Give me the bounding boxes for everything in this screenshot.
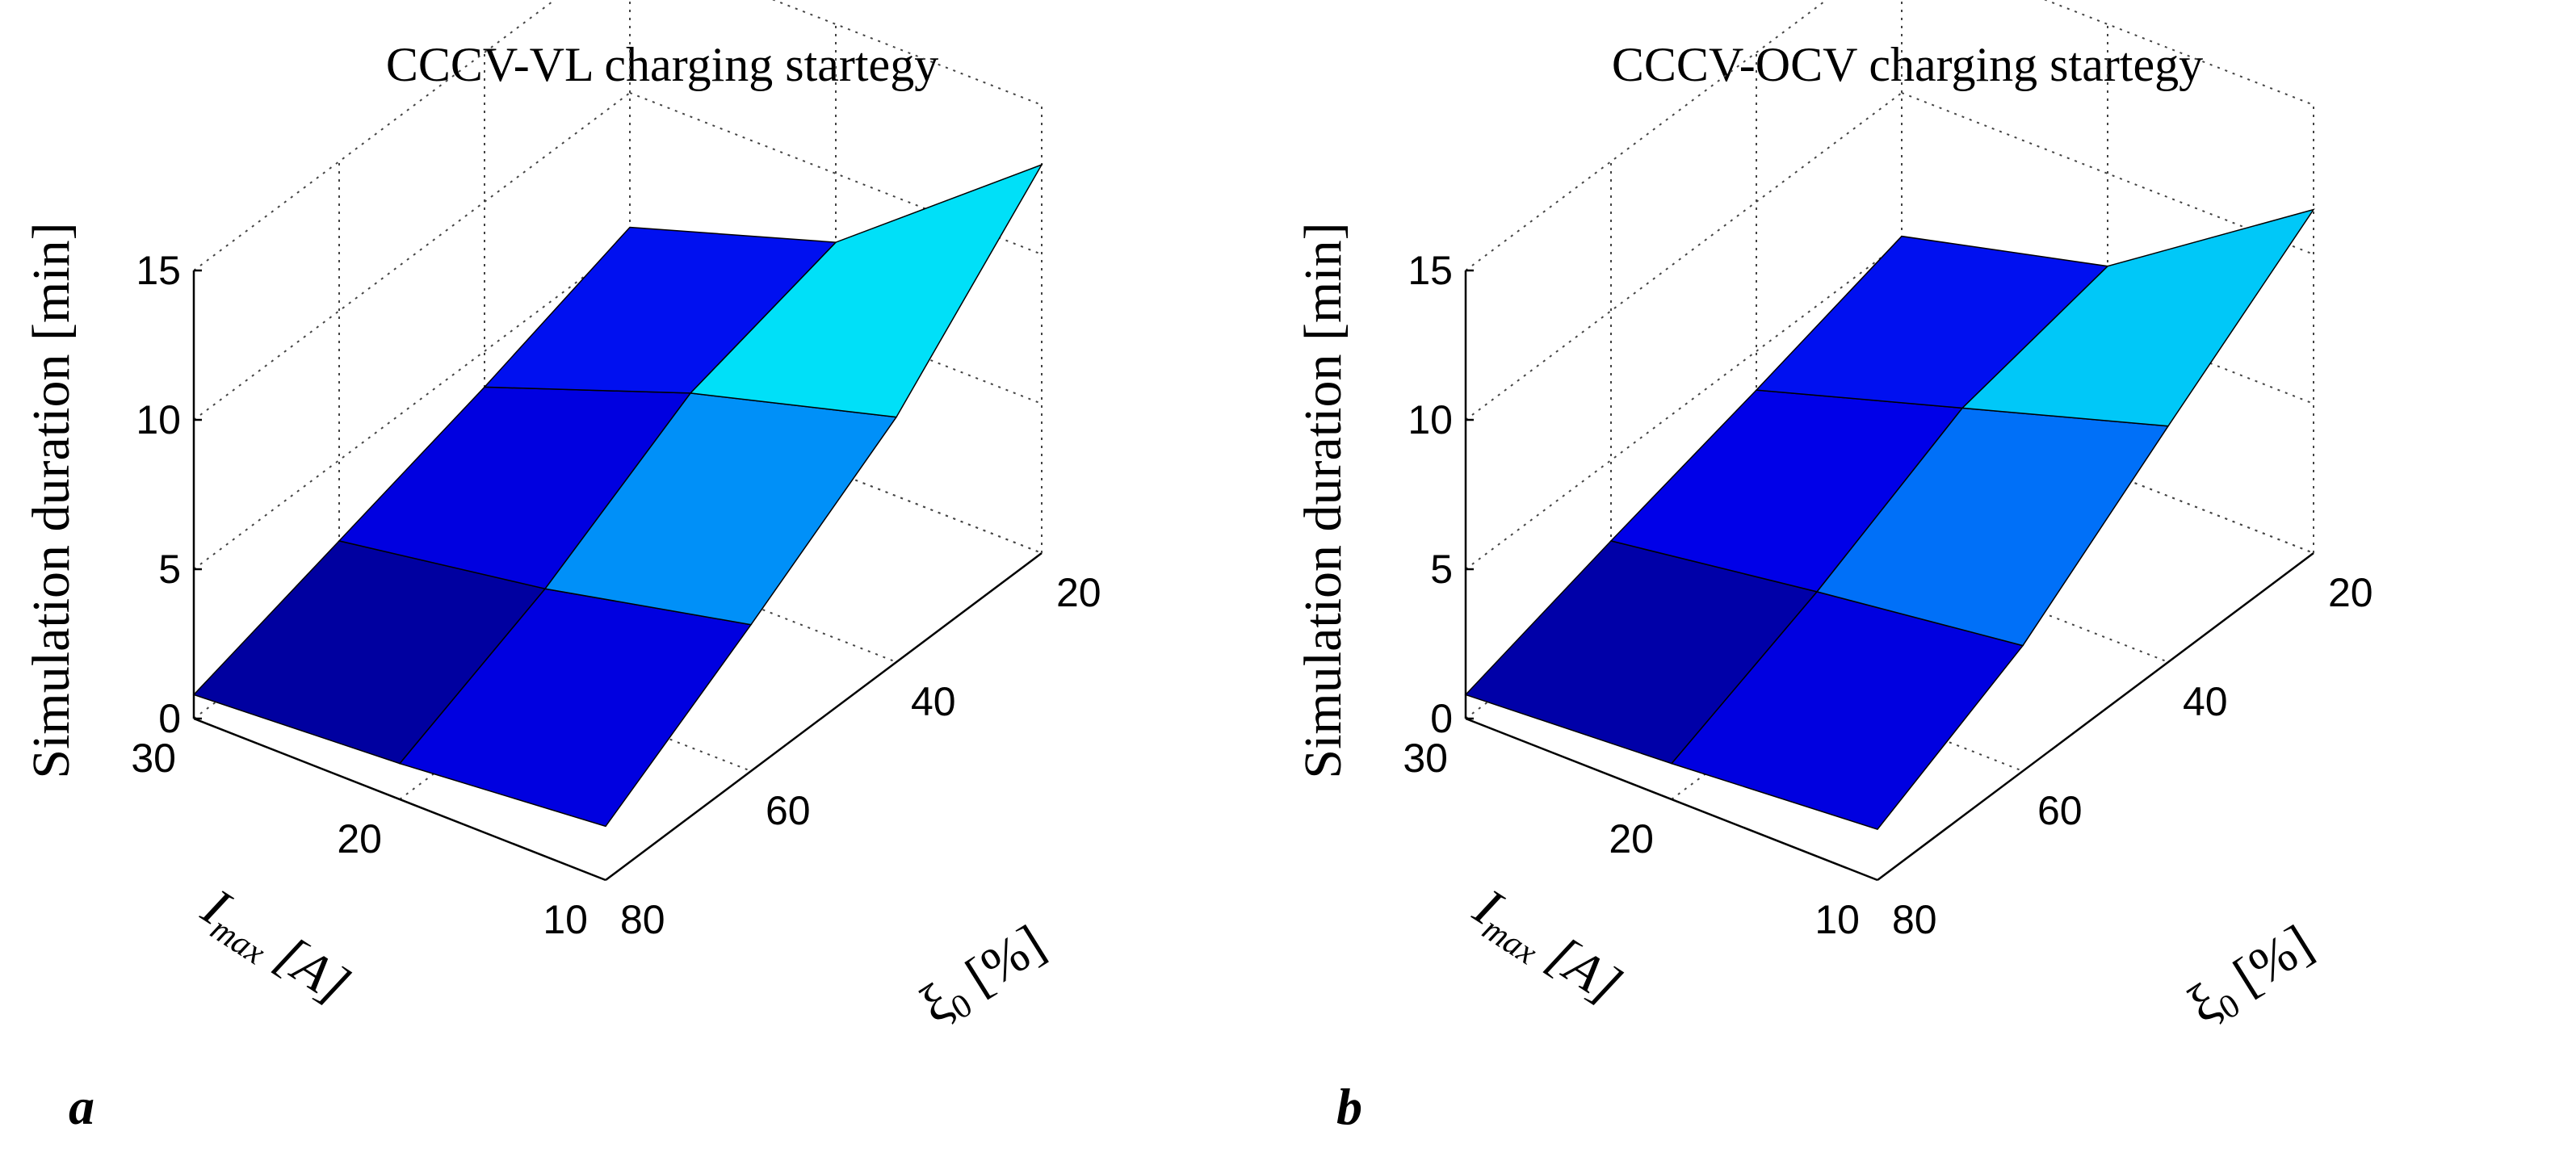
z-tick-label: 5 [158,547,181,592]
panel-b-y-axis-label: ξ0 [%] [2178,914,2326,1040]
y-tick-label: 60 [766,788,811,833]
x-tick-label: 30 [131,736,176,781]
y-tick-label: 20 [2328,570,2373,615]
surface-patch [483,226,837,394]
panel-b-x-axis-label: Imax [A] [1460,877,1631,1020]
x-tick-label: 30 [1403,736,1448,781]
z-tick-label: 0 [158,696,181,741]
gridline [1465,0,1828,271]
panel-b-chart: CCCV-OCV charging startegy 0 5 10 15 30 20 10 8… [1294,0,2373,1135]
x-tick-label: 20 [337,816,382,861]
z-tick-label: 15 [1408,248,1453,293]
gridline [1901,92,2314,255]
z-tick-label: 10 [136,397,181,442]
gridline [193,0,556,271]
gridline [1465,241,1903,570]
y-tick-label: 20 [1056,570,1101,615]
panel-b-ticks: 0 5 10 15 30 20 10 80 60 40 20 [1403,248,2373,942]
panel-b-surface [1464,208,2315,830]
gridline [193,92,631,421]
panel-a-x-axis-label: Imax [A] [188,877,359,1020]
y-tick-label: 40 [911,679,956,724]
y-tick-label: 60 [2037,788,2083,833]
surface-patch [1755,235,2109,409]
x-axis-line [193,717,606,882]
y-tick-label: 80 [620,897,665,942]
x-tick-label: 10 [1815,897,1860,942]
z-tick-label: 10 [1408,397,1453,442]
gridline [193,241,631,570]
y-axis-line [1877,552,2314,881]
panel-a-ticks: 0 5 10 15 30 20 10 80 60 40 20 [131,248,1101,942]
panel-a-surface [192,163,1043,828]
gridline [629,92,1043,255]
z-tick-label: 15 [136,248,181,293]
panel-a-letter: a [69,1078,94,1135]
y-tick-label: 80 [1892,897,1937,942]
z-tick-label: 5 [1430,547,1453,592]
panel-b-letter: b [1336,1078,1362,1135]
panel-a-y-axis-label: ξ0 [%] [910,914,1058,1040]
y-axis-line [605,552,1043,881]
z-tick-label: 0 [1430,696,1453,741]
gridline [1465,92,1903,421]
y-tick-label: 40 [2183,679,2228,724]
panel-a-title: CCCV-VL charging startegy [386,38,938,91]
panel-a-z-axis-label: Simulation duration [min] [22,222,81,778]
panel-b-z-axis-label: Simulation duration [min] [1294,222,1353,778]
x-tick-label: 10 [543,897,588,942]
x-axis-line [1465,717,1878,882]
panel-a-chart: CCCV-VL charging startegy 0 5 10 15 30 20 10 80… [22,0,1101,1135]
panel-b-title: CCCV-OCV charging startegy [1612,38,2203,91]
x-tick-label: 20 [1609,816,1654,861]
